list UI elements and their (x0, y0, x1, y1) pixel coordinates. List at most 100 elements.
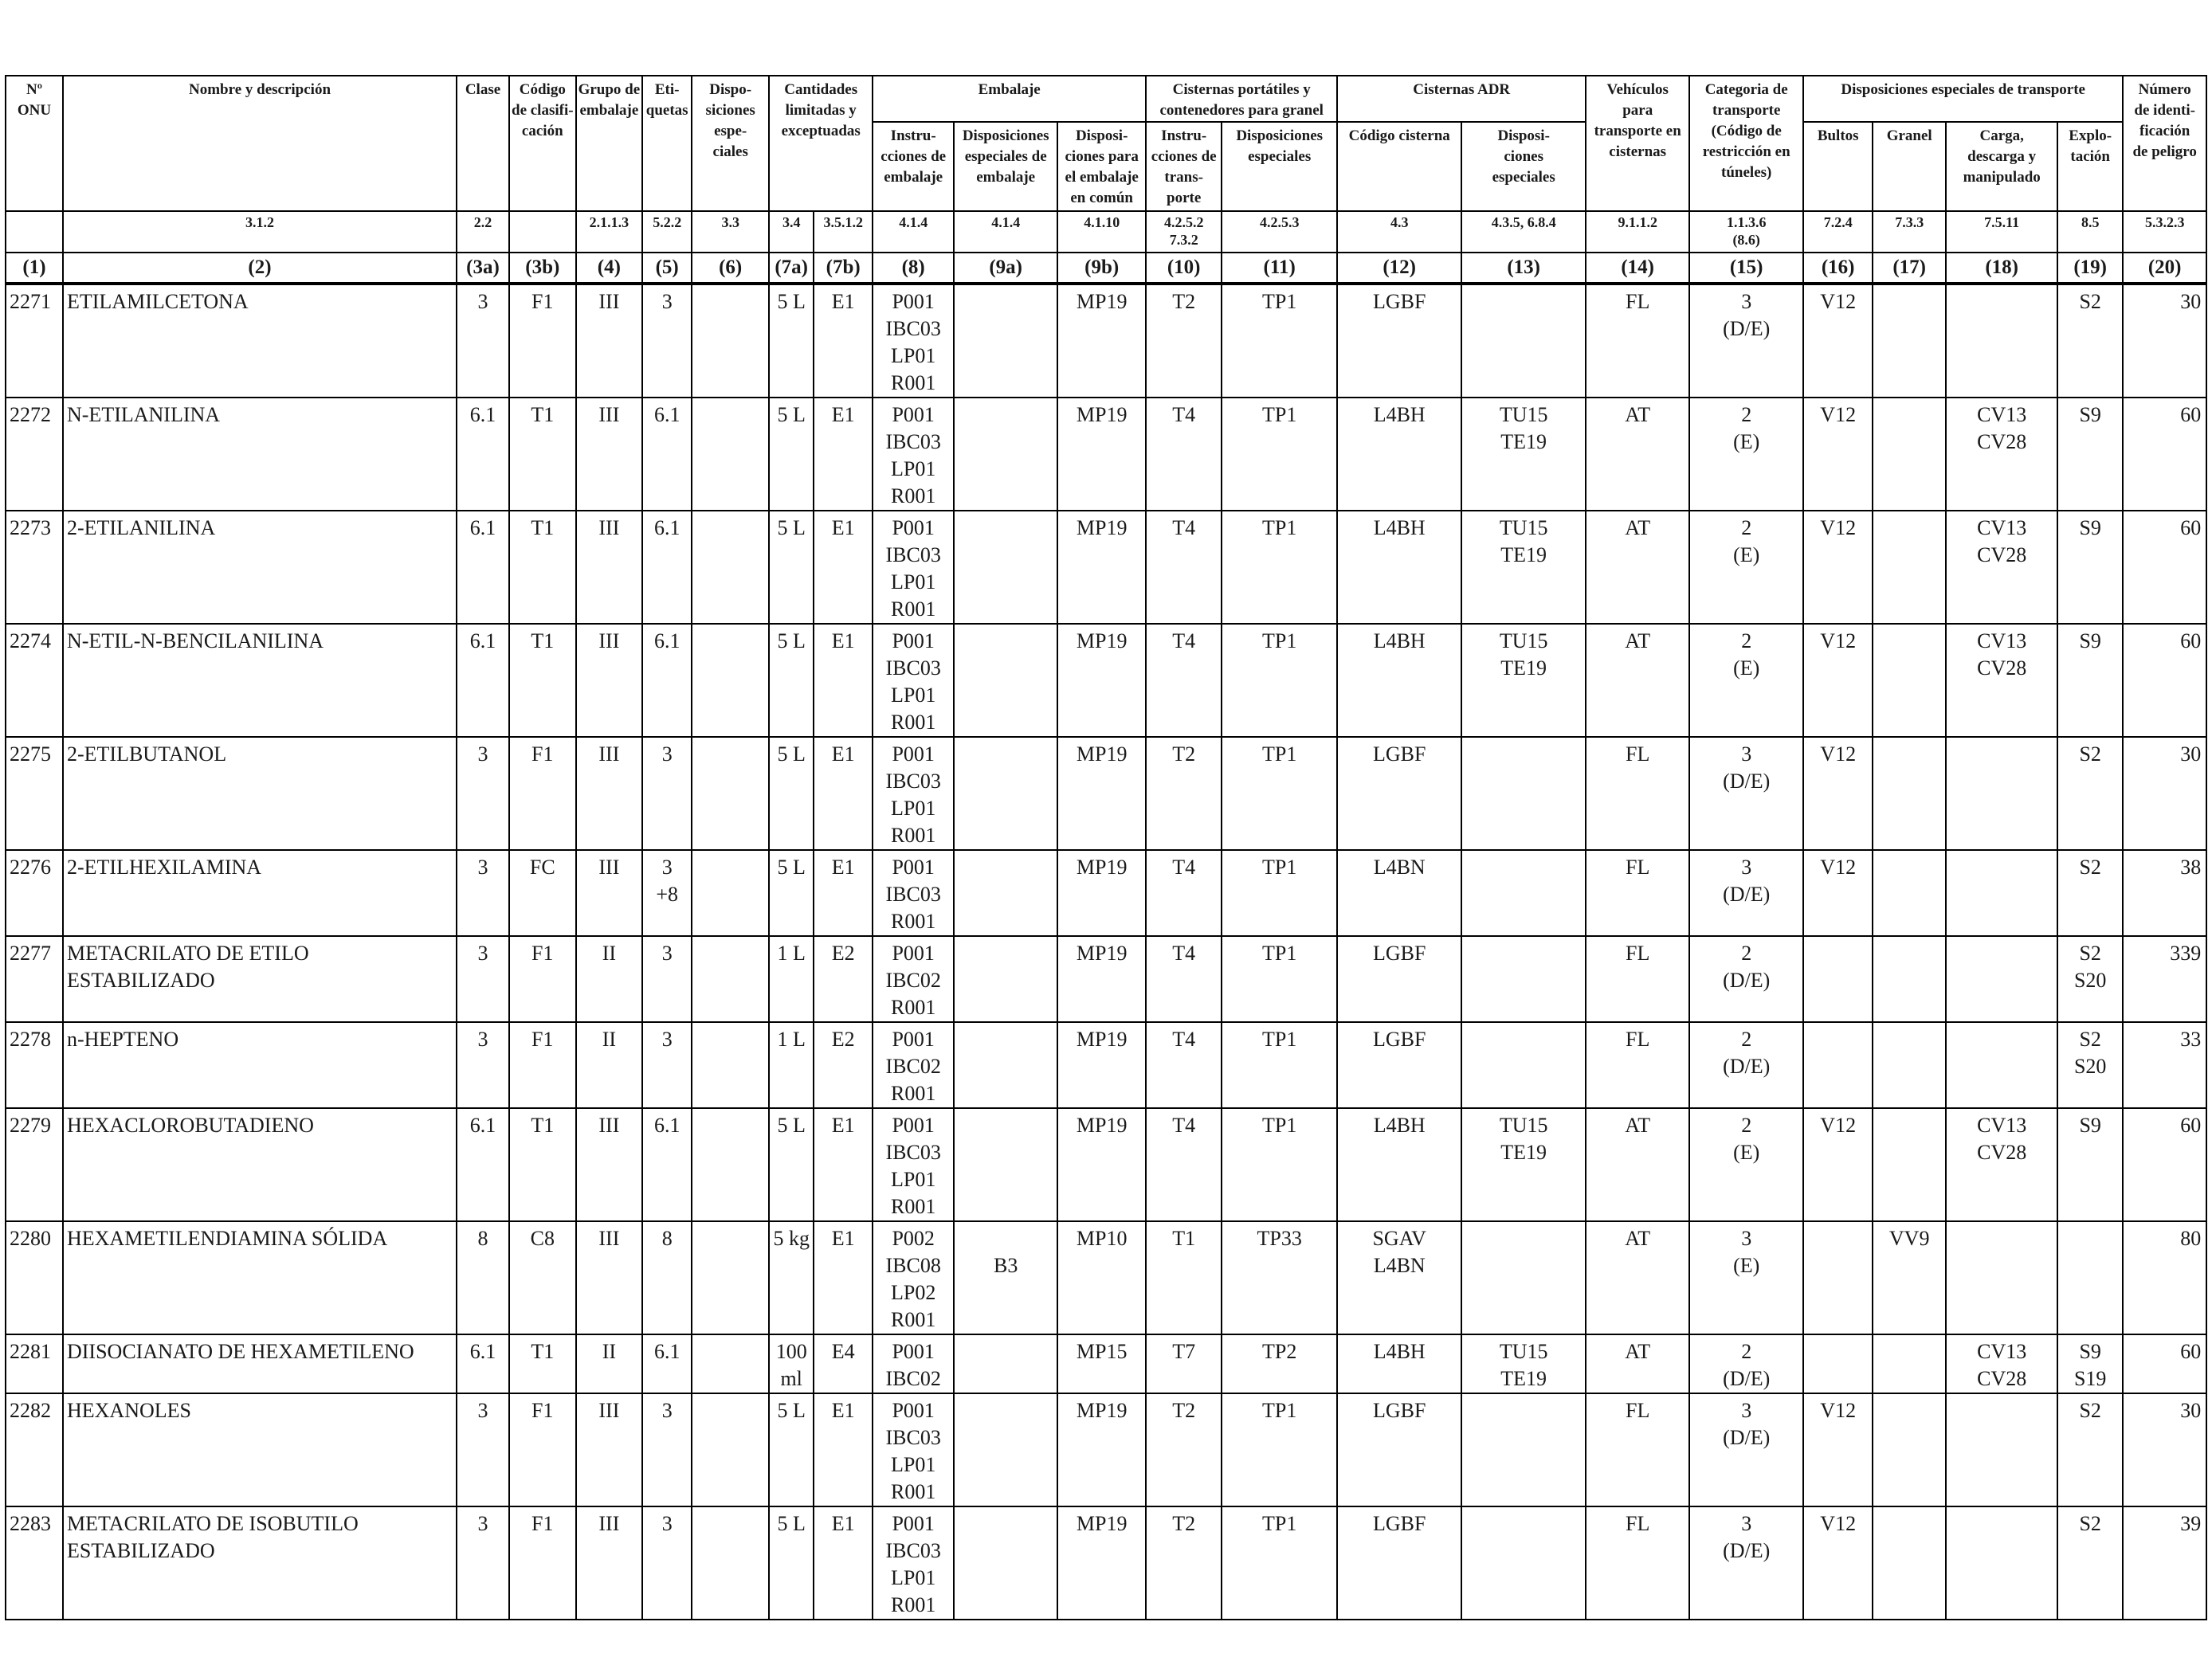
loading-unloading-cell (1945, 849, 2059, 937)
reference-text: 2.1.1.3 (589, 214, 629, 230)
labels-line: +8 (656, 883, 679, 906)
packing-group-cell: II (575, 935, 644, 1023)
transport-category-line: (D/E) (1723, 317, 1771, 340)
column-number: (3a) (456, 252, 510, 285)
transport-category-line: (E) (1733, 543, 1760, 566)
packing-instructions-cell: P001 IBC03 LP01 R001 (872, 510, 955, 625)
operation-line: S9 (2079, 403, 2101, 426)
reference-cell: 4.1.4 (872, 210, 955, 253)
labels-line: 6.1 (653, 516, 680, 539)
class-cell: 6.1 (456, 623, 510, 738)
special-provisions-cell (691, 935, 771, 1023)
portable-tank-provisions-line: TP1 (1262, 403, 1297, 426)
hazard-number-cell: 33 (2122, 1021, 2208, 1109)
packing-instructions-line: R001 (891, 371, 936, 394)
transport-category-line: 2 (1741, 516, 1752, 539)
transport-category-line: (D/E) (1723, 969, 1771, 992)
vehicle-cell: FL (1585, 849, 1691, 937)
tank-code-line: LGBF (1372, 1028, 1426, 1051)
header-disposiciones-transporte: Disposiciones especiales de transporte (1802, 75, 2124, 123)
name-description-cell: n-HEPTENO (62, 1021, 457, 1109)
portable-tank-provisions-line: TP1 (1262, 1512, 1297, 1535)
packing-instructions-line: R001 (891, 1593, 936, 1616)
name-description-cell: HEXACLOROBUTADIENO (62, 1107, 457, 1222)
reference-text: 4.1.10 (1084, 214, 1120, 230)
special-provisions-cell (691, 849, 771, 937)
tank-code-cell: L4BH (1336, 1107, 1463, 1222)
labels-line: 3 (661, 942, 673, 965)
packages-cell: V12 (1802, 1393, 1874, 1507)
portable-tank-provisions-cell: TP1 (1221, 849, 1339, 937)
labels-line: 6.1 (653, 629, 680, 652)
hazard-number-cell: 80 (2122, 1220, 2208, 1335)
special-packing-provisions-cell (953, 1506, 1059, 1620)
excepted-quantity-cell: E1 (813, 283, 874, 398)
bulk-cell (1872, 283, 1947, 398)
hazard-number-cell: 60 (2122, 1107, 2208, 1222)
vehicle-cell: AT (1585, 1334, 1691, 1394)
portable-tank-provisions-cell: TP33 (1221, 1220, 1339, 1335)
transport-category-cell: 2 (D/E) (1688, 1334, 1805, 1394)
tank-code-cell: LGBF (1336, 283, 1463, 398)
reference-cell (508, 210, 577, 253)
operation-line: S2 (2079, 1028, 2101, 1051)
un-number-cell: 2279 (5, 1107, 64, 1222)
special-provisions-cell (691, 623, 771, 738)
tank-provisions-cell (1461, 1506, 1587, 1620)
hazard-number-cell: 60 (2122, 510, 2208, 625)
transport-category-cell: 2 (E) (1688, 1107, 1805, 1222)
transport-category-line: 2 (1741, 1114, 1752, 1137)
special-packing-provisions-cell (953, 397, 1059, 511)
class-cell: 6.1 (456, 397, 510, 511)
column-number: (7a) (768, 252, 815, 285)
hazard-number-cell: 30 (2122, 1393, 2208, 1507)
reference-cell: 3.4 (768, 210, 815, 253)
hazard-number-cell: 38 (2122, 849, 2208, 937)
operation-cell: S9 (2057, 397, 2124, 511)
limited-quantity-cell: 5 L (768, 623, 815, 738)
bulk-cell (1872, 510, 1947, 625)
header-etiquetas: Eti-quetas (641, 75, 693, 212)
name-description-cell: ETILAMILCETONA (62, 283, 457, 398)
special-provisions-cell (691, 397, 771, 511)
portable-tank-provisions-cell: TP1 (1221, 1021, 1339, 1109)
name-description-cell: DIISOCIANATO DE HEXAMETILENO (62, 1334, 457, 1394)
packages-cell (1802, 1021, 1874, 1109)
portable-tank-provisions-line: TP1 (1262, 742, 1297, 766)
tank-provisions-cell (1461, 1393, 1587, 1507)
tank-provisions-cell: TU15 TE19 (1461, 1107, 1587, 1222)
tank-provisions-line: TU15 (1499, 1340, 1548, 1363)
special-provisions-cell (691, 1220, 771, 1335)
tank-code-line: SGAV (1372, 1227, 1426, 1250)
packing-instructions-cell: P001 IBC03 LP01 R001 (872, 283, 955, 398)
un-number-cell: 2275 (5, 736, 64, 851)
reference-cell: 3.1.2 (62, 210, 457, 253)
name-description-cell: 2-ETILHEXILAMINA (62, 849, 457, 937)
loading-unloading-line: CV13 (1977, 1340, 2027, 1363)
loading-unloading-cell (1945, 1021, 2059, 1109)
reference-text: 4.2.5.3 (1259, 214, 1300, 230)
portable-tank-provisions-line: TP1 (1262, 516, 1297, 539)
portable-tank-instructions-cell: T4 (1145, 397, 1223, 511)
reference-cell: 7.3.3 (1872, 210, 1947, 253)
labels-cell: 6.1 (641, 397, 693, 511)
loading-unloading-line: CV13 (1977, 403, 2027, 426)
packing-instructions-line: LP01 (891, 570, 936, 593)
transport-category-line: 2 (1741, 1340, 1752, 1363)
reference-text: 8.5 (2081, 214, 2100, 230)
operation-cell: S9 S19 (2057, 1334, 2124, 1394)
operation-cell: S2 S20 (2057, 1021, 2124, 1109)
reference-text: 9.1.1.2 (1618, 214, 1657, 230)
vehicle-cell: FL (1585, 1021, 1691, 1109)
operation-cell: S2 S20 (2057, 935, 2124, 1023)
tank-provisions-cell (1461, 283, 1587, 398)
transport-category-cell: 2 (E) (1688, 623, 1805, 738)
limited-quantity-cell: 5 L (768, 849, 815, 937)
tank-provisions-line: TE19 (1500, 430, 1547, 453)
portable-tank-instructions-cell: T2 (1145, 1506, 1223, 1620)
excepted-quantity-cell: E1 (813, 736, 874, 851)
column-number: (10) (1145, 252, 1223, 285)
portable-tank-instructions-cell: T4 (1145, 623, 1223, 738)
packing-instructions-line: R001 (891, 996, 936, 1019)
bulk-cell (1872, 1393, 1947, 1507)
